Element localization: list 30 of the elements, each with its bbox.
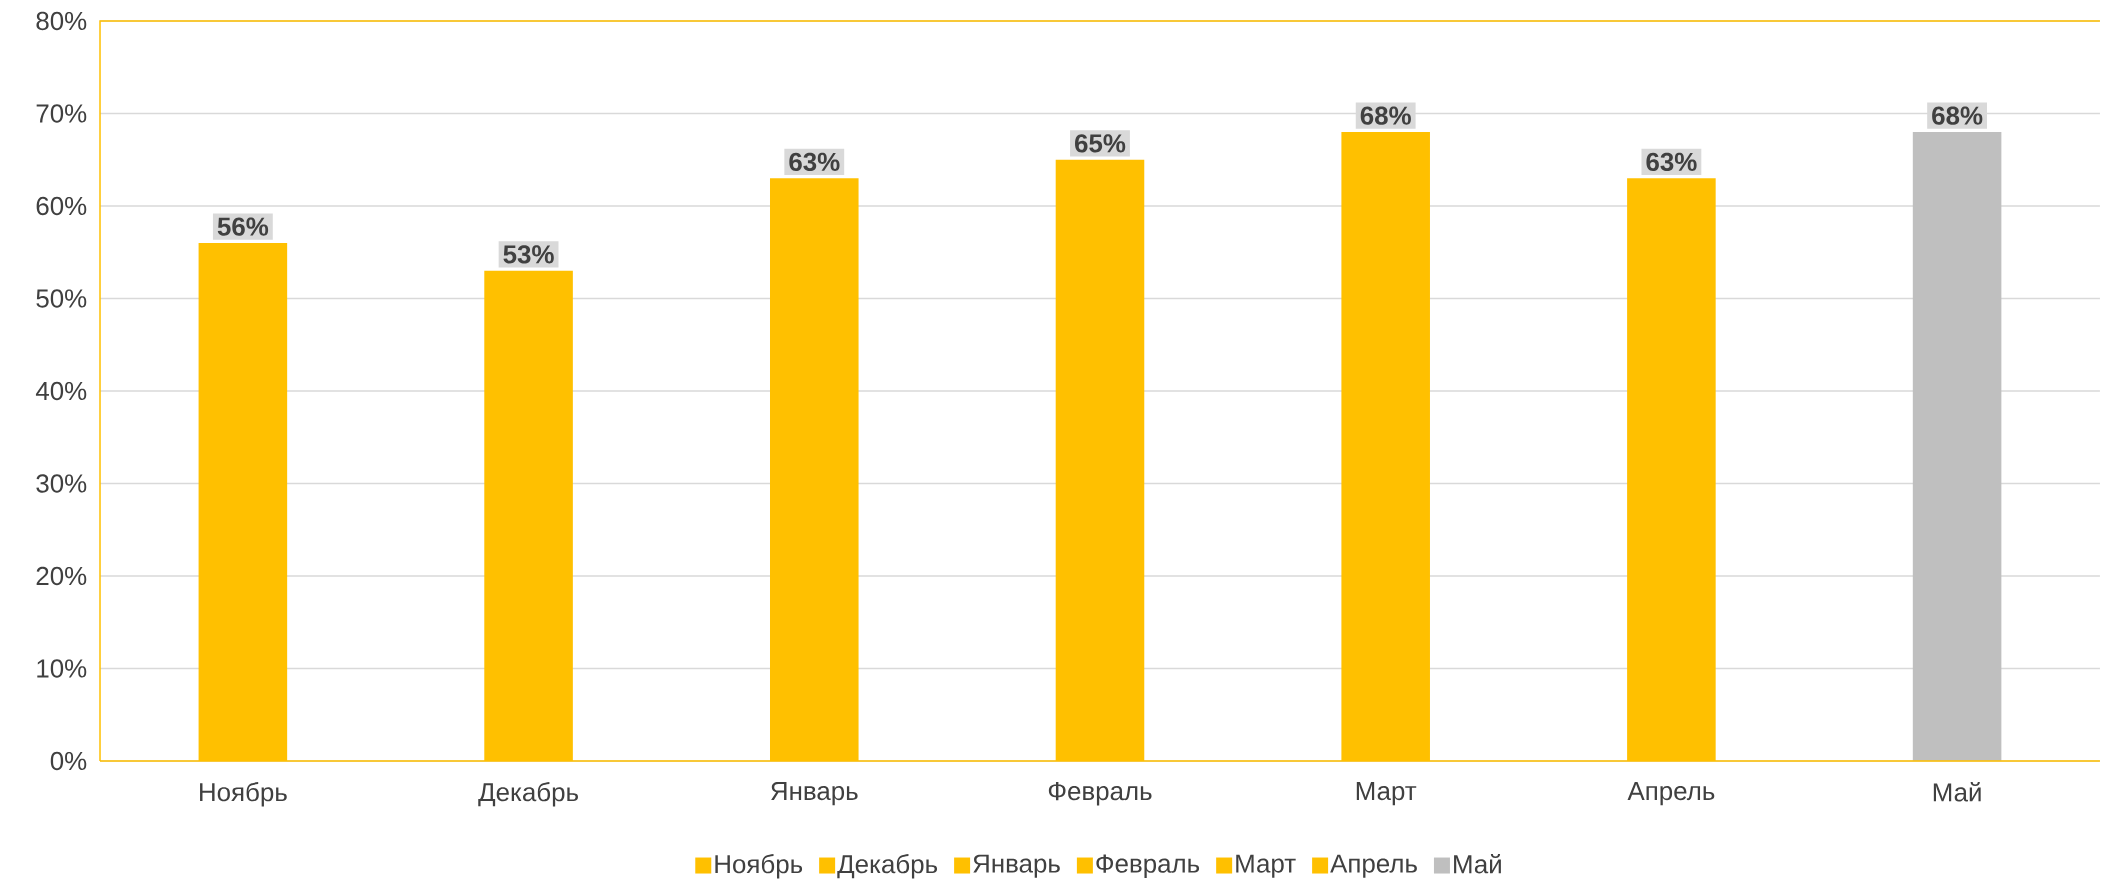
x-tick-label: Февраль <box>1048 782 1152 806</box>
legend-label: Февраль <box>1096 854 1200 878</box>
x-tick-label: Апрель <box>1627 782 1715 806</box>
data-label: 68% <box>1932 106 1983 125</box>
y-tick-label: 40% <box>35 381 87 401</box>
x-tick-label: Ноябрь <box>200 782 287 807</box>
data-label: 68% <box>1360 106 1411 125</box>
x-tick-label: Декабрь <box>478 782 578 807</box>
legend-label: Апрель <box>1330 854 1417 878</box>
data-label: 53% <box>503 245 554 264</box>
y-tick-label: 10% <box>37 659 87 678</box>
x-tick-label: Март <box>1356 782 1417 806</box>
y-tick-label: 20% <box>36 566 87 586</box>
data-label: 56% <box>217 217 269 236</box>
x-tick-label: Январь <box>771 782 858 806</box>
y-tick-label: 80% <box>36 11 87 31</box>
y-tick-label: 70% <box>36 104 87 123</box>
legend-label: Январь <box>973 854 1060 878</box>
y-tick-label: 60% <box>36 196 87 216</box>
data-label: 63% <box>1646 152 1697 172</box>
y-tick-label: 50% <box>36 289 87 308</box>
data-label: 63% <box>789 152 840 172</box>
data-label: 65% <box>1075 134 1126 153</box>
legend-label: Март <box>1236 854 1296 878</box>
legend-label: Ноябрь <box>715 854 803 879</box>
legend-label: Декабрь <box>837 854 938 879</box>
y-tick-label: 30% <box>36 474 87 493</box>
legend-label: Май <box>1454 853 1501 874</box>
y-tick-label: 0% <box>50 751 87 771</box>
x-tick-label: Май <box>1933 782 1981 802</box>
